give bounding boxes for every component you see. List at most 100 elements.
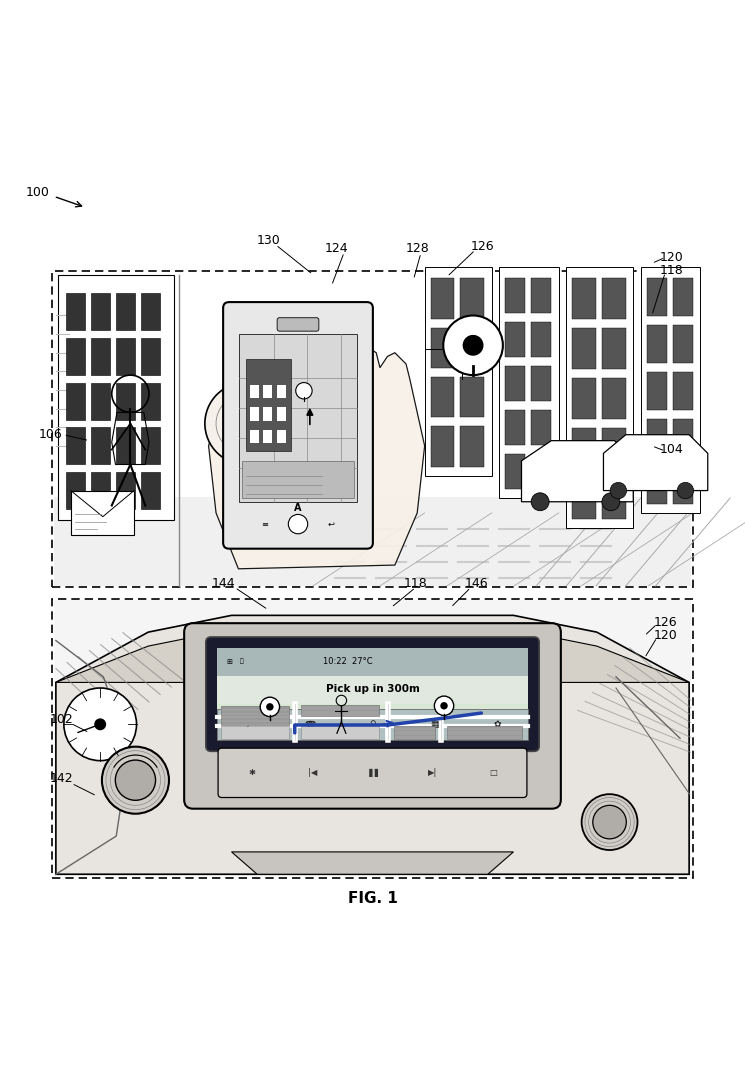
Text: 120: 120 [653, 630, 677, 642]
Circle shape [266, 703, 273, 710]
Bar [141, 472, 160, 509]
Text: ↩: ↩ [328, 520, 335, 528]
Bar [505, 367, 525, 401]
Polygon shape [231, 360, 279, 460]
Bar [221, 706, 289, 725]
Bar [566, 267, 633, 528]
Polygon shape [56, 616, 689, 874]
Bar [505, 454, 525, 489]
Text: 118: 118 [404, 577, 428, 590]
Bar [673, 372, 693, 410]
Text: ▦: ▦ [431, 720, 439, 729]
Bar [673, 326, 693, 363]
Text: □: □ [489, 769, 497, 777]
Text: ⓑ: ⓑ [239, 659, 243, 664]
Text: 128: 128 [405, 241, 429, 255]
Text: ♪: ♪ [245, 720, 251, 729]
Bar [54, 497, 691, 586]
FancyBboxPatch shape [277, 318, 319, 331]
Text: 120: 120 [660, 251, 684, 264]
Bar [673, 466, 693, 505]
Bar [447, 727, 522, 740]
Bar [301, 727, 378, 740]
Bar [58, 275, 174, 521]
Bar [217, 648, 528, 677]
Bar [460, 377, 484, 417]
Circle shape [602, 493, 620, 511]
Bar [116, 427, 135, 465]
Bar [217, 709, 528, 741]
Bar [460, 426, 484, 467]
Bar [572, 378, 596, 419]
Bar [602, 328, 626, 369]
Circle shape [440, 702, 448, 709]
Polygon shape [232, 852, 513, 874]
Bar [91, 293, 110, 330]
Bar [66, 472, 85, 509]
Circle shape [115, 760, 156, 800]
Bar [141, 383, 160, 419]
Text: ⊞: ⊞ [226, 659, 232, 664]
Circle shape [443, 316, 503, 375]
Bar [217, 648, 528, 741]
Bar [250, 430, 259, 443]
Text: ▐▐: ▐▐ [366, 769, 379, 777]
Circle shape [610, 482, 627, 499]
Circle shape [288, 514, 308, 534]
Text: A: A [294, 502, 302, 512]
Bar [647, 278, 667, 316]
Bar [243, 461, 353, 498]
Bar [276, 385, 285, 399]
Bar [394, 727, 434, 740]
Bar [531, 322, 551, 357]
Bar [572, 428, 596, 469]
Polygon shape [56, 630, 689, 682]
Bar [217, 704, 528, 741]
Bar [91, 427, 110, 465]
Bar [54, 273, 691, 586]
Bar [141, 427, 160, 465]
Bar [52, 271, 693, 588]
Bar [238, 334, 358, 501]
Circle shape [260, 697, 279, 717]
Bar [673, 278, 693, 316]
Bar [431, 278, 454, 319]
FancyBboxPatch shape [224, 302, 372, 549]
Bar [116, 293, 135, 330]
Bar [141, 337, 160, 375]
Bar [217, 676, 528, 704]
Bar [531, 410, 551, 445]
Text: 104: 104 [660, 443, 684, 456]
Circle shape [677, 482, 694, 499]
Text: 100: 100 [25, 186, 49, 199]
Bar [250, 385, 259, 399]
Bar [641, 267, 700, 513]
Bar [647, 419, 667, 457]
FancyBboxPatch shape [218, 748, 527, 798]
Bar [264, 385, 273, 399]
Bar [647, 372, 667, 410]
Bar [66, 427, 85, 465]
Text: 102: 102 [49, 713, 73, 725]
Circle shape [94, 718, 106, 730]
Bar [602, 278, 626, 319]
Bar [221, 727, 289, 740]
Text: |◀: |◀ [308, 769, 317, 777]
Text: 144: 144 [212, 577, 235, 590]
Text: ✿: ✿ [493, 720, 501, 729]
Polygon shape [522, 441, 633, 501]
Text: 130: 130 [256, 235, 280, 248]
Bar [505, 322, 525, 357]
Bar [499, 267, 559, 498]
Bar [91, 337, 110, 375]
Text: ☎: ☎ [305, 720, 316, 729]
Bar [460, 328, 484, 368]
Circle shape [531, 493, 549, 511]
Text: FIG. 1: FIG. 1 [348, 890, 397, 906]
Text: ≡: ≡ [261, 520, 268, 528]
Bar [431, 377, 454, 417]
Bar [66, 383, 85, 419]
Bar [66, 293, 85, 330]
Bar [531, 367, 551, 401]
Bar [276, 407, 285, 420]
